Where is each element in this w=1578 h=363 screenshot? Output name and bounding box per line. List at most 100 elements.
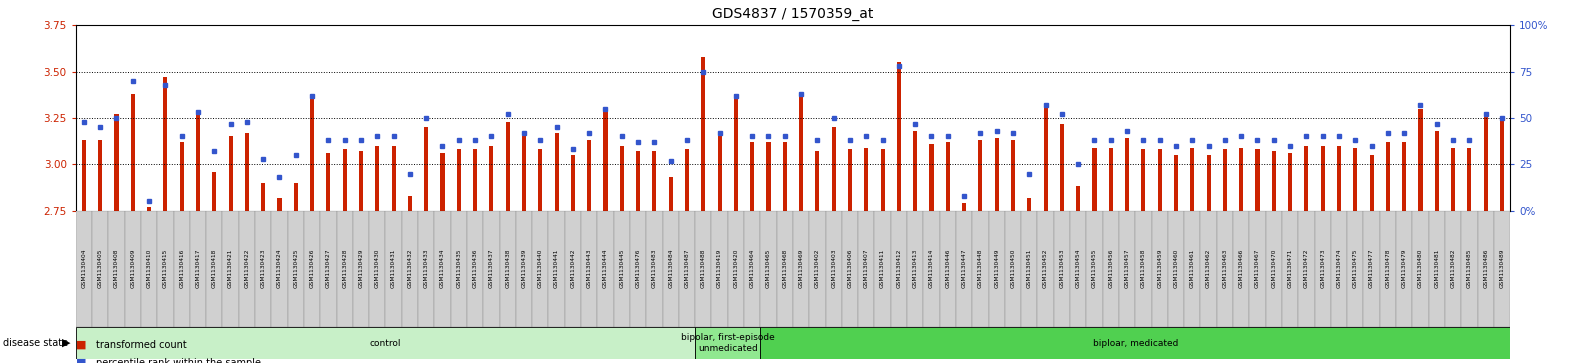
- Bar: [587, 140, 592, 211]
- Text: GSM1130450: GSM1130450: [1010, 249, 1016, 288]
- Bar: [467, 211, 483, 327]
- Text: GSM1130434: GSM1130434: [440, 249, 445, 288]
- Bar: [798, 96, 803, 211]
- Bar: [532, 211, 549, 327]
- Text: GSM1130417: GSM1130417: [196, 249, 200, 288]
- Bar: [140, 211, 158, 327]
- Text: GSM1130480: GSM1130480: [1419, 249, 1423, 288]
- Text: GSM1130423: GSM1130423: [260, 249, 265, 288]
- Text: GSM1130482: GSM1130482: [1450, 249, 1455, 288]
- Bar: [92, 211, 109, 327]
- Bar: [750, 142, 754, 211]
- Bar: [1434, 131, 1439, 211]
- Bar: [385, 211, 402, 327]
- Bar: [1232, 211, 1250, 327]
- Bar: [1272, 151, 1277, 211]
- Bar: [1483, 116, 1488, 211]
- Text: GSM1130402: GSM1130402: [814, 249, 821, 288]
- Text: GSM1130412: GSM1130412: [896, 249, 901, 288]
- Bar: [956, 211, 972, 327]
- Text: GSM1130421: GSM1130421: [229, 249, 234, 288]
- Text: GSM1130478: GSM1130478: [1385, 249, 1390, 288]
- Text: GSM1130404: GSM1130404: [82, 249, 87, 288]
- Bar: [109, 211, 125, 327]
- Bar: [647, 211, 663, 327]
- Bar: [505, 122, 510, 211]
- Bar: [1348, 211, 1363, 327]
- Bar: [434, 211, 451, 327]
- Bar: [761, 327, 1510, 359]
- Text: ▶: ▶: [62, 338, 69, 348]
- Bar: [1379, 211, 1397, 327]
- Text: GSM1130462: GSM1130462: [1206, 249, 1210, 288]
- Bar: [841, 211, 858, 327]
- Text: GSM1130427: GSM1130427: [327, 249, 331, 288]
- Bar: [1103, 211, 1119, 327]
- Text: GSM1130485: GSM1130485: [1468, 249, 1472, 288]
- Text: GSM1130460: GSM1130460: [1174, 249, 1179, 288]
- Bar: [327, 153, 330, 211]
- Bar: [369, 211, 385, 327]
- Bar: [858, 211, 874, 327]
- Bar: [794, 211, 810, 327]
- Text: percentile rank within the sample: percentile rank within the sample: [96, 358, 262, 363]
- Bar: [881, 150, 885, 211]
- Bar: [767, 142, 770, 211]
- Bar: [896, 62, 901, 211]
- Bar: [1184, 211, 1201, 327]
- Bar: [939, 211, 956, 327]
- Text: GSM1130403: GSM1130403: [832, 249, 836, 288]
- Text: GSM1130447: GSM1130447: [961, 249, 967, 288]
- Bar: [745, 211, 761, 327]
- Text: GSM1130405: GSM1130405: [98, 249, 103, 288]
- Text: GSM1130468: GSM1130468: [783, 249, 787, 288]
- Bar: [810, 211, 825, 327]
- Text: GSM1130446: GSM1130446: [945, 249, 950, 288]
- Bar: [1403, 142, 1406, 211]
- Bar: [125, 211, 140, 327]
- Bar: [1445, 211, 1461, 327]
- Bar: [1190, 148, 1195, 211]
- Text: GSM1130477: GSM1130477: [1370, 249, 1374, 288]
- Bar: [1135, 211, 1152, 327]
- Text: GSM1130444: GSM1130444: [603, 249, 608, 288]
- Text: GSM1130415: GSM1130415: [163, 249, 167, 288]
- Bar: [1092, 148, 1097, 211]
- Bar: [696, 211, 712, 327]
- Bar: [294, 183, 298, 211]
- Bar: [598, 211, 614, 327]
- Bar: [245, 133, 249, 211]
- Bar: [945, 142, 950, 211]
- Text: GSM1130488: GSM1130488: [701, 249, 705, 288]
- Bar: [963, 203, 966, 211]
- Text: GSM1130443: GSM1130443: [587, 249, 592, 288]
- Bar: [309, 99, 314, 211]
- Bar: [402, 211, 418, 327]
- Text: GSM1130418: GSM1130418: [211, 249, 216, 288]
- Text: GSM1130459: GSM1130459: [1157, 249, 1161, 288]
- Bar: [305, 211, 320, 327]
- Text: ■: ■: [76, 358, 87, 363]
- Text: GSM1130466: GSM1130466: [1239, 249, 1243, 288]
- Bar: [174, 211, 189, 327]
- Bar: [554, 133, 559, 211]
- Bar: [424, 127, 428, 211]
- Bar: [278, 197, 281, 211]
- Bar: [1281, 211, 1299, 327]
- Text: GSM1130430: GSM1130430: [376, 249, 380, 288]
- Bar: [473, 150, 477, 211]
- Bar: [581, 211, 598, 327]
- Text: GSM1130422: GSM1130422: [245, 249, 249, 288]
- Bar: [1043, 105, 1048, 211]
- Bar: [1141, 150, 1146, 211]
- Bar: [353, 211, 369, 327]
- Bar: [516, 211, 532, 327]
- Bar: [131, 94, 134, 211]
- Text: GSM1130420: GSM1130420: [734, 249, 739, 288]
- Bar: [603, 109, 608, 211]
- Bar: [825, 211, 841, 327]
- Text: control: control: [369, 339, 401, 347]
- Bar: [1354, 148, 1357, 211]
- Bar: [391, 146, 396, 211]
- Bar: [358, 151, 363, 211]
